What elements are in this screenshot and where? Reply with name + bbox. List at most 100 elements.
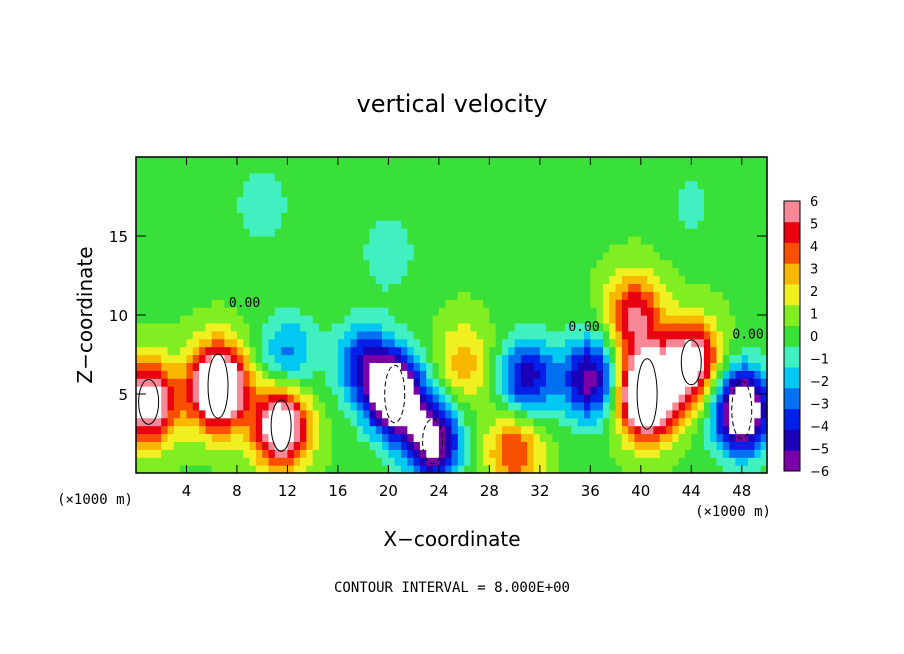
field-cell xyxy=(148,338,156,348)
field-cell xyxy=(558,441,566,450)
field-cell xyxy=(710,275,718,284)
field-cell xyxy=(369,180,377,190)
field-cell xyxy=(356,315,364,324)
field-cell xyxy=(539,338,547,348)
field-cell xyxy=(350,425,358,435)
field-cell xyxy=(748,441,755,450)
field-cell xyxy=(356,267,364,277)
field-cell xyxy=(413,299,421,308)
field-cell xyxy=(318,417,326,427)
field-cell xyxy=(571,425,579,435)
field-cell xyxy=(173,394,181,403)
field-cell xyxy=(274,188,282,198)
field-cell xyxy=(300,275,307,284)
field-cell xyxy=(407,378,415,387)
field-cell xyxy=(470,362,478,371)
field-cell xyxy=(413,243,421,253)
field-cell xyxy=(401,212,408,221)
field-cell xyxy=(495,330,503,340)
field-cell xyxy=(571,307,579,316)
field-cell xyxy=(501,283,509,292)
field-cell xyxy=(640,370,648,379)
field-cell xyxy=(691,299,699,308)
field-cell xyxy=(262,236,270,245)
field-cell xyxy=(287,449,295,458)
field-cell xyxy=(306,180,314,190)
field-cell xyxy=(180,401,188,411)
field-cell xyxy=(438,188,446,198)
field-cell xyxy=(318,291,326,300)
field-cell xyxy=(148,401,156,411)
field-cell xyxy=(672,251,680,261)
field-cell xyxy=(520,330,528,340)
field-cell xyxy=(148,307,156,316)
field-cell xyxy=(735,188,743,198)
field-cell xyxy=(666,164,673,174)
field-cell xyxy=(577,275,585,284)
field-cell xyxy=(508,164,516,174)
field-cell xyxy=(312,465,320,474)
colorbar-tick-label: −6 xyxy=(810,465,829,480)
field-cell xyxy=(401,220,408,229)
field-cell xyxy=(577,386,585,395)
field-cell xyxy=(312,283,320,292)
field-cell xyxy=(407,220,415,229)
field-cell xyxy=(546,362,554,371)
field-cell xyxy=(684,370,692,379)
field-cell xyxy=(344,228,352,237)
field-cell xyxy=(173,220,181,229)
field-cell xyxy=(741,283,749,292)
field-cell xyxy=(432,157,440,166)
field-cell xyxy=(344,441,352,450)
field-cell xyxy=(533,275,541,284)
field-cell xyxy=(647,354,655,363)
field-cell xyxy=(394,299,402,308)
field-cell xyxy=(489,417,497,427)
field-cell xyxy=(615,425,623,435)
field-cell xyxy=(483,457,490,466)
field-cell xyxy=(407,275,415,284)
field-cell xyxy=(356,417,364,427)
field-cell xyxy=(369,370,377,379)
field-cell xyxy=(236,449,244,458)
field-cell xyxy=(413,354,421,363)
field-cell xyxy=(716,180,724,190)
field-cell xyxy=(413,465,421,474)
field-cell xyxy=(464,386,472,395)
field-cell xyxy=(577,394,585,403)
field-cell xyxy=(394,283,402,292)
field-cell xyxy=(659,307,667,316)
field-cell xyxy=(205,401,213,411)
field-cell xyxy=(331,362,339,371)
field-cell xyxy=(590,204,598,213)
field-cell xyxy=(470,220,478,229)
field-cell xyxy=(438,180,446,190)
field-cell xyxy=(413,196,421,205)
field-cell xyxy=(457,370,465,379)
field-cell xyxy=(647,188,655,198)
field-cell xyxy=(590,236,598,245)
field-cell xyxy=(350,243,358,253)
field-cell xyxy=(300,457,307,466)
field-cell xyxy=(369,243,377,253)
field-cell xyxy=(520,457,528,466)
field-cell xyxy=(167,322,175,332)
field-cell xyxy=(136,243,143,253)
field-cell xyxy=(192,338,200,348)
field-cell xyxy=(659,378,667,387)
field-cell xyxy=(281,212,289,221)
field-cell xyxy=(167,164,175,174)
field-cell xyxy=(186,212,194,221)
field-cell xyxy=(388,299,396,308)
field-cell xyxy=(533,196,541,205)
field-cell xyxy=(382,188,389,198)
field-cell xyxy=(419,291,427,300)
field-cell xyxy=(640,433,648,442)
field-cell xyxy=(243,330,251,340)
field-cell xyxy=(363,346,371,356)
field-cell xyxy=(615,394,623,403)
field-cell xyxy=(394,228,402,237)
field-cell xyxy=(760,188,768,198)
field-cell xyxy=(218,228,225,237)
field-cell xyxy=(186,425,194,435)
